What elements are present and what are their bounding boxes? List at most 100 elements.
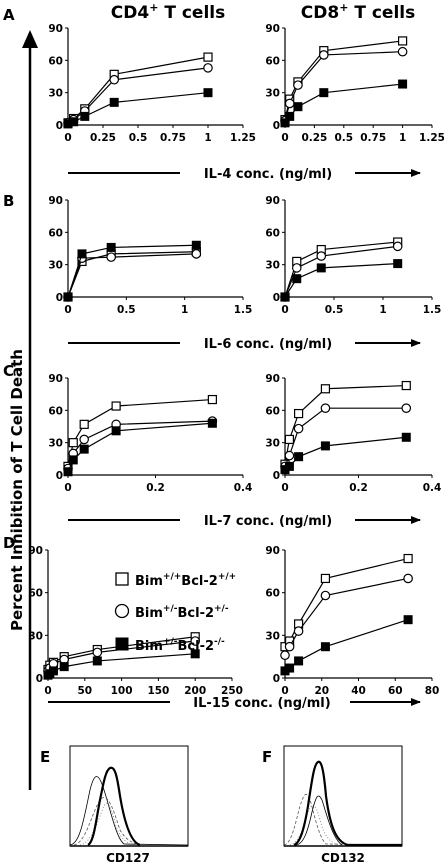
x-tick-label: 0 [64, 482, 71, 494]
open-square-icon [115, 572, 129, 586]
series-line-open-circle [67, 420, 213, 469]
y-tick-label: 30 [265, 630, 280, 642]
chart-panel-d-right: 0 30 60 90 0 20 40 60 80 [265, 545, 439, 697]
y-tick-label: 90 [265, 373, 280, 385]
y-tick-label: 30 [28, 630, 43, 642]
panel-letter-a: A [3, 6, 15, 24]
data-point-open-square [203, 52, 213, 62]
data-point-open-circle [92, 647, 103, 658]
x-tick-label: 0.75 [360, 132, 386, 144]
data-point-open-square [68, 438, 78, 448]
data-point-filled-square [77, 249, 87, 259]
x-tick-label: 100 [111, 685, 133, 697]
y-tick-label: 30 [48, 88, 63, 100]
y-tick-label: 30 [265, 88, 280, 100]
series-line-filled-square [284, 619, 409, 672]
y-tick-label: 60 [265, 405, 280, 417]
data-point-filled-square [320, 642, 330, 652]
x-tick-label: 0.25 [301, 132, 327, 144]
data-point-filled-square [316, 263, 326, 273]
y-tick-label: 90 [48, 23, 63, 35]
y-tick-label: 60 [265, 588, 280, 600]
chart-panel-c-left: 0 30 60 90 0 0.2 0.4 [48, 373, 252, 494]
x-tick-label: 0 [281, 304, 288, 316]
data-point-open-circle [401, 403, 412, 413]
data-point-open-circle [397, 46, 408, 57]
x-tick-label: 0.5 [117, 304, 136, 316]
svg-text:Bim+/+Bcl-2+/+: Bim+/+Bcl-2+/+ [135, 572, 236, 589]
y-tick-label: 0 [56, 120, 63, 132]
svg-text:IL-4 conc. (ng/ml): IL-4 conc. (ng/ml) [204, 167, 332, 182]
data-point-filled-square [191, 240, 201, 250]
data-point-open-circle [316, 251, 327, 261]
y-tick-label: 30 [265, 260, 280, 272]
x-tick-label: 80 [425, 685, 440, 697]
y-tick-label: 60 [265, 227, 280, 239]
data-point-filled-square [280, 292, 290, 302]
data-point-open-circle [293, 626, 304, 636]
data-point-filled-square [285, 663, 295, 673]
x-tick-label: 20 [314, 685, 329, 697]
series-line-open-circle [284, 245, 398, 298]
x-tick-label: 150 [147, 685, 169, 697]
x-tick-label: 250 [221, 685, 243, 697]
x-tick-label: 60 [388, 685, 403, 697]
y-tick-label: 90 [48, 195, 63, 207]
series-line-open-square [67, 398, 213, 467]
x-tick-label: 1.5 [423, 304, 442, 316]
data-point-filled-square [80, 111, 90, 121]
data-point-open-circle [203, 63, 213, 73]
x-tick-label: 0.2 [349, 482, 368, 494]
conc-label-il4: IL-4 conc. (ng/ml) [68, 164, 421, 182]
panel-letter-b: B [3, 192, 14, 210]
x-tick-label: 1.25 [230, 132, 256, 144]
data-point-filled-square [280, 118, 290, 128]
data-point-filled-square [284, 461, 294, 471]
data-point-filled-square [106, 242, 116, 252]
x-tick-label: 1 [181, 304, 188, 316]
data-point-filled-square [190, 649, 200, 659]
data-point-open-square [79, 419, 89, 429]
series-line-filled-square [67, 422, 213, 473]
histogram-xlabel-cd127: CD127 [106, 851, 150, 865]
data-point-filled-square [63, 292, 73, 302]
data-point-filled-square [401, 432, 411, 442]
data-point-filled-square [59, 662, 69, 672]
chart-panel-c-right: 0 30 60 90 0 0.2 0.4 [265, 373, 441, 494]
legend-item: Bim+/-Bcl-2+/- [114, 603, 229, 621]
data-point-open-square [284, 434, 295, 445]
y-axis-title: Percent Inhibition of T Cell Death [8, 349, 26, 631]
data-point-open-square [111, 401, 121, 411]
data-point-filled-square [285, 111, 295, 121]
data-point-open-circle [191, 249, 202, 259]
x-tick-label: 0.4 [423, 482, 442, 494]
x-tick-label: 0.5 [129, 132, 148, 144]
data-point-filled-square [293, 102, 303, 112]
filled-square-icon [115, 637, 129, 651]
chart-panel-d-left: 0 30 60 90 0 50 100 150 200 250 [28, 545, 243, 697]
svg-text:IL-15 conc. (ng/ml): IL-15 conc. (ng/ml) [193, 696, 330, 711]
col-title-cd8: CD8+ T cells [301, 1, 415, 23]
y-tick-label: 60 [28, 588, 43, 600]
panel-letter-d: D [3, 534, 15, 552]
y-tick-label: 90 [28, 545, 43, 557]
data-point-open-circle [79, 434, 89, 445]
y-tick-label: 60 [48, 405, 63, 417]
data-point-filled-square [79, 444, 89, 454]
conc-label-il6: IL-6 conc. (ng/ml) [68, 334, 421, 352]
x-tick-label: 200 [184, 685, 206, 697]
y-tick-label: 90 [265, 195, 280, 207]
data-point-filled-square [292, 274, 302, 284]
series-line-filled-square [67, 244, 197, 298]
data-point-open-circle [109, 74, 119, 85]
series-line-filled-square [284, 83, 403, 124]
y-tick-label: 60 [48, 55, 63, 67]
data-point-open-circle [190, 636, 200, 646]
data-point-open-square [320, 384, 331, 394]
x-tick-label: 0 [281, 132, 288, 144]
x-tick-label: 0 [44, 685, 51, 697]
data-point-filled-square [69, 117, 79, 127]
data-point-filled-square [48, 666, 58, 676]
panel-letter-e: E [40, 748, 50, 766]
conc-label-il7: IL-7 conc. (ng/ml) [68, 511, 421, 529]
